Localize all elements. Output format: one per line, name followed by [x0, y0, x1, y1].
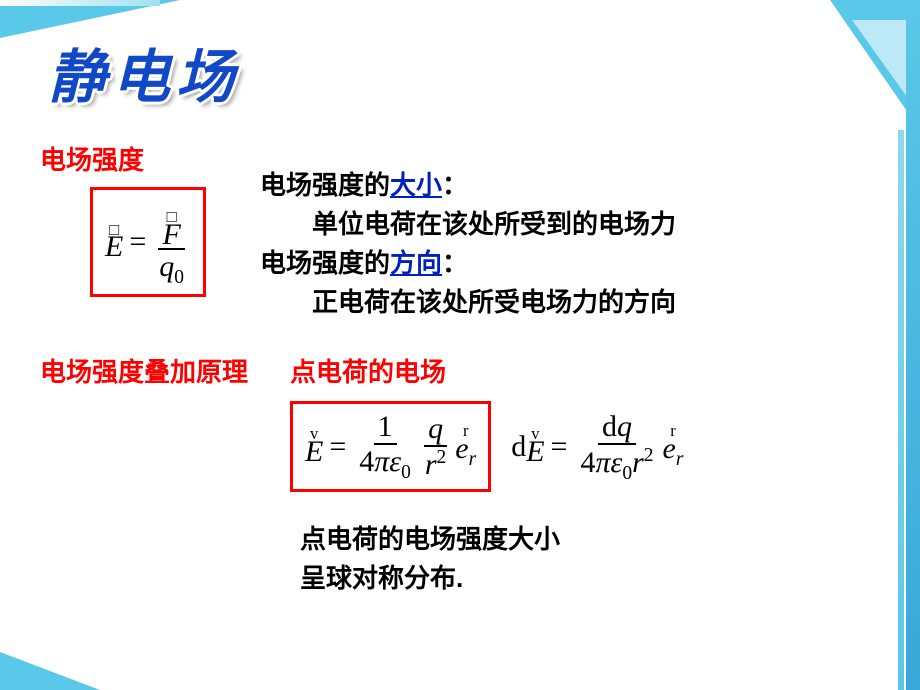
decor-stripe-right — [906, 0, 920, 690]
section-superposition: 电场强度叠加原理 点电荷的电场 v E = 1 4πε0 — [40, 352, 880, 492]
heading-superposition: 电场强度叠加原理 — [40, 352, 290, 389]
footer-note: 点电荷的电场强度大小 呈球对称分布. — [300, 520, 880, 598]
footer-line-2: 呈球对称分布. — [300, 559, 880, 598]
magnitude-definition-body: 单位电荷在该处所受到的电场力 — [312, 205, 880, 244]
formula-box-e-definition: □ E = □ F q0 — [90, 187, 206, 297]
heading-point-charge: 点电荷的电场 — [290, 352, 880, 389]
footer-line-1: 点电荷的电场强度大小 — [300, 520, 880, 559]
formula-box-point-charge: v E = 1 4πε0 q r2 — [290, 401, 491, 492]
highlight-magnitude: 大小 — [390, 170, 442, 200]
direction-definition-label: 电场强度的方向： — [260, 244, 880, 283]
formula-differential-e: d v E = dq 4πε0r2 r er — [511, 410, 683, 484]
direction-definition-body: 正电荷在该处所受电场力的方向 — [312, 283, 880, 322]
point-charge-formulas: v E = 1 4πε0 q r2 — [290, 401, 880, 492]
formula-e-equals-f-over-q: □ E = □ F q0 — [105, 196, 191, 288]
formula-point-charge-e: v E = 1 4πε0 q r2 — [305, 410, 476, 483]
magnitude-definition-label: 电场强度的大小： — [260, 166, 880, 205]
decor-stripe-right-2 — [898, 130, 904, 690]
section-field-intensity: 电场强度 □ E = □ F — [40, 140, 880, 322]
highlight-direction: 方向 — [390, 248, 442, 278]
heading-field-intensity: 电场强度 — [40, 140, 240, 177]
decor-bottom-left — [0, 652, 100, 690]
content-area: 电场强度 □ E = □ F — [40, 140, 880, 598]
page-title: 静电场 — [48, 30, 240, 114]
